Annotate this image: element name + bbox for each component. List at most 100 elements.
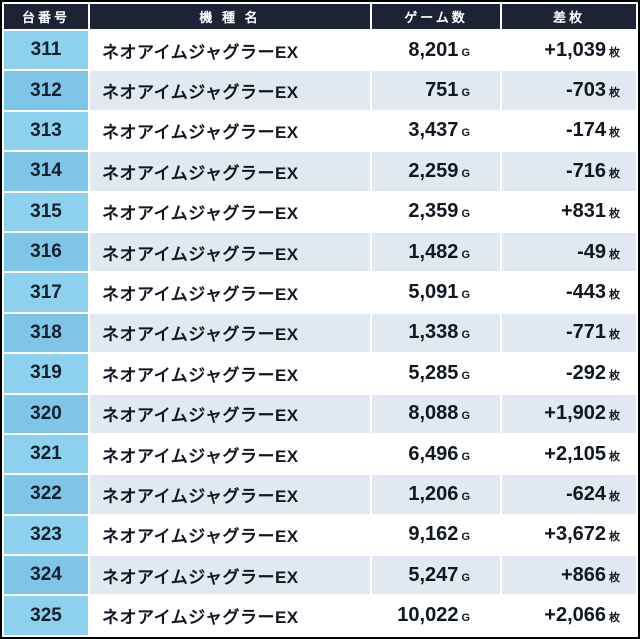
game-count-cell: 8,201 G — [372, 31, 500, 70]
game-count-unit: G — [461, 531, 470, 544]
diff-medals-cell: +2,066 枚 — [502, 596, 636, 635]
diff-medals-value: -49 — [577, 240, 606, 263]
table-row: 317 ネオアイムジャグラーEX 5,091 G -443 枚 — [4, 273, 636, 312]
game-count-unit: G — [461, 127, 470, 140]
machine-number-cell: 323 — [4, 515, 88, 555]
game-count-value: 2,259 — [408, 159, 459, 182]
diff-medals-value: +1,902 — [544, 402, 606, 425]
machine-name-cell: ネオアイムジャグラーEX — [90, 434, 370, 474]
game-count-value: 10,022 — [397, 604, 459, 627]
game-count-cell: 6,496 G — [372, 434, 500, 474]
game-count-value: 1,338 — [408, 321, 459, 344]
game-count-cell: 8,088 G — [372, 394, 500, 433]
game-count-cell: 5,091 G — [372, 273, 500, 312]
diff-medals-cell: -771 枚 — [502, 313, 636, 353]
diff-medals-unit: 枚 — [609, 248, 620, 261]
header-row: 台番号 機 種 名 ゲーム数 差枚 — [4, 4, 636, 29]
table-row: 311 ネオアイムジャグラーEX 8,201 G +1,039 枚 — [4, 31, 636, 70]
header-machine-number: 台番号 — [4, 4, 88, 29]
game-count-value: 8,201 — [408, 38, 459, 61]
diff-medals-cell: -716 枚 — [502, 152, 636, 191]
diff-medals-unit: 枚 — [609, 329, 620, 342]
machine-name-cell: ネオアイムジャグラーEX — [90, 71, 370, 110]
diff-medals-value: -771 — [565, 321, 606, 344]
diff-medals-unit: 枚 — [609, 127, 620, 140]
game-count-unit: G — [461, 410, 470, 423]
diff-medals-unit: 枚 — [609, 289, 620, 302]
machine-number-cell: 325 — [4, 596, 88, 635]
machine-number-cell: 313 — [4, 111, 88, 151]
diff-medals-value: -174 — [565, 119, 606, 142]
game-count-cell: 9,162 G — [372, 515, 500, 555]
game-count-cell: 1,482 G — [372, 232, 500, 272]
table-row: 323 ネオアイムジャグラーEX 9,162 G +3,672 枚 — [4, 515, 636, 555]
machine-name-cell: ネオアイムジャグラーEX — [90, 556, 370, 595]
game-count-value: 751 — [425, 79, 459, 102]
diff-medals-cell: +2,105 枚 — [502, 434, 636, 474]
machine-name-cell: ネオアイムジャグラーEX — [90, 354, 370, 393]
machine-name-cell: ネオアイムジャグラーEX — [90, 273, 370, 312]
diff-medals-cell: -624 枚 — [502, 475, 636, 514]
game-count-unit: G — [461, 167, 470, 180]
game-count-value: 9,162 — [408, 523, 459, 546]
diff-medals-value: +3,672 — [544, 523, 606, 546]
header-game-count: ゲーム数 — [372, 4, 500, 29]
diff-medals-unit: 枚 — [609, 410, 620, 423]
table-row: 316 ネオアイムジャグラーEX 1,482 G -49 枚 — [4, 232, 636, 272]
diff-medals-cell: +3,672 枚 — [502, 515, 636, 555]
machine-number-cell: 315 — [4, 192, 88, 231]
diff-medals-unit: 枚 — [609, 208, 620, 221]
machine-name-cell: ネオアイムジャグラーEX — [90, 31, 370, 70]
diff-medals-value: +1,039 — [544, 38, 606, 61]
game-count-value: 5,247 — [408, 563, 459, 586]
game-count-unit: G — [461, 208, 470, 221]
game-count-cell: 2,359 G — [372, 192, 500, 231]
game-count-unit: G — [461, 612, 470, 625]
diff-medals-cell: +1,902 枚 — [502, 394, 636, 433]
diff-medals-unit: 枚 — [609, 571, 620, 584]
diff-medals-cell: -174 枚 — [502, 111, 636, 151]
game-count-cell: 10,022 G — [372, 596, 500, 635]
header-machine-name: 機 種 名 — [90, 4, 370, 29]
machine-number-cell: 320 — [4, 394, 88, 433]
machine-number-cell: 321 — [4, 434, 88, 474]
diff-medals-value: +2,066 — [544, 604, 606, 627]
diff-medals-unit: 枚 — [609, 46, 620, 59]
diff-medals-value: +831 — [560, 200, 606, 223]
diff-medals-cell: +1,039 枚 — [502, 31, 636, 70]
table-row: 321 ネオアイムジャグラーEX 6,496 G +2,105 枚 — [4, 434, 636, 474]
machine-name-cell: ネオアイムジャグラーEX — [90, 111, 370, 151]
diff-medals-unit: 枚 — [609, 369, 620, 382]
machine-name-cell: ネオアイムジャグラーEX — [90, 394, 370, 433]
game-count-value: 6,496 — [408, 442, 459, 465]
diff-medals-cell: -49 枚 — [502, 232, 636, 272]
game-count-unit: G — [461, 87, 470, 100]
machine-name-cell: ネオアイムジャグラーEX — [90, 313, 370, 353]
game-count-value: 1,482 — [408, 240, 459, 263]
table-row: 315 ネオアイムジャグラーEX 2,359 G +831 枚 — [4, 192, 636, 231]
game-count-cell: 1,206 G — [372, 475, 500, 514]
table-row: 318 ネオアイムジャグラーEX 1,338 G -771 枚 — [4, 313, 636, 353]
game-count-value: 1,206 — [408, 482, 459, 505]
machine-number-cell: 322 — [4, 475, 88, 514]
game-count-value: 5,285 — [408, 361, 459, 384]
table-row: 313 ネオアイムジャグラーEX 3,437 G -174 枚 — [4, 111, 636, 151]
machine-number-cell: 312 — [4, 71, 88, 110]
game-count-unit: G — [461, 329, 470, 342]
machine-number-cell: 324 — [4, 556, 88, 595]
machine-number-cell: 316 — [4, 232, 88, 272]
diff-medals-cell: +831 枚 — [502, 192, 636, 231]
diff-medals-cell: -292 枚 — [502, 354, 636, 393]
game-count-cell: 751 G — [372, 71, 500, 110]
diff-medals-unit: 枚 — [609, 490, 620, 503]
machine-number-cell: 319 — [4, 354, 88, 393]
machine-name-cell: ネオアイムジャグラーEX — [90, 152, 370, 191]
game-count-value: 3,437 — [408, 119, 459, 142]
table-row: 322 ネオアイムジャグラーEX 1,206 G -624 枚 — [4, 475, 636, 514]
game-count-value: 8,088 — [408, 402, 459, 425]
diff-medals-cell: +866 枚 — [502, 556, 636, 595]
game-count-unit: G — [461, 248, 470, 261]
diff-medals-value: -703 — [565, 79, 606, 102]
game-count-value: 2,359 — [408, 200, 459, 223]
